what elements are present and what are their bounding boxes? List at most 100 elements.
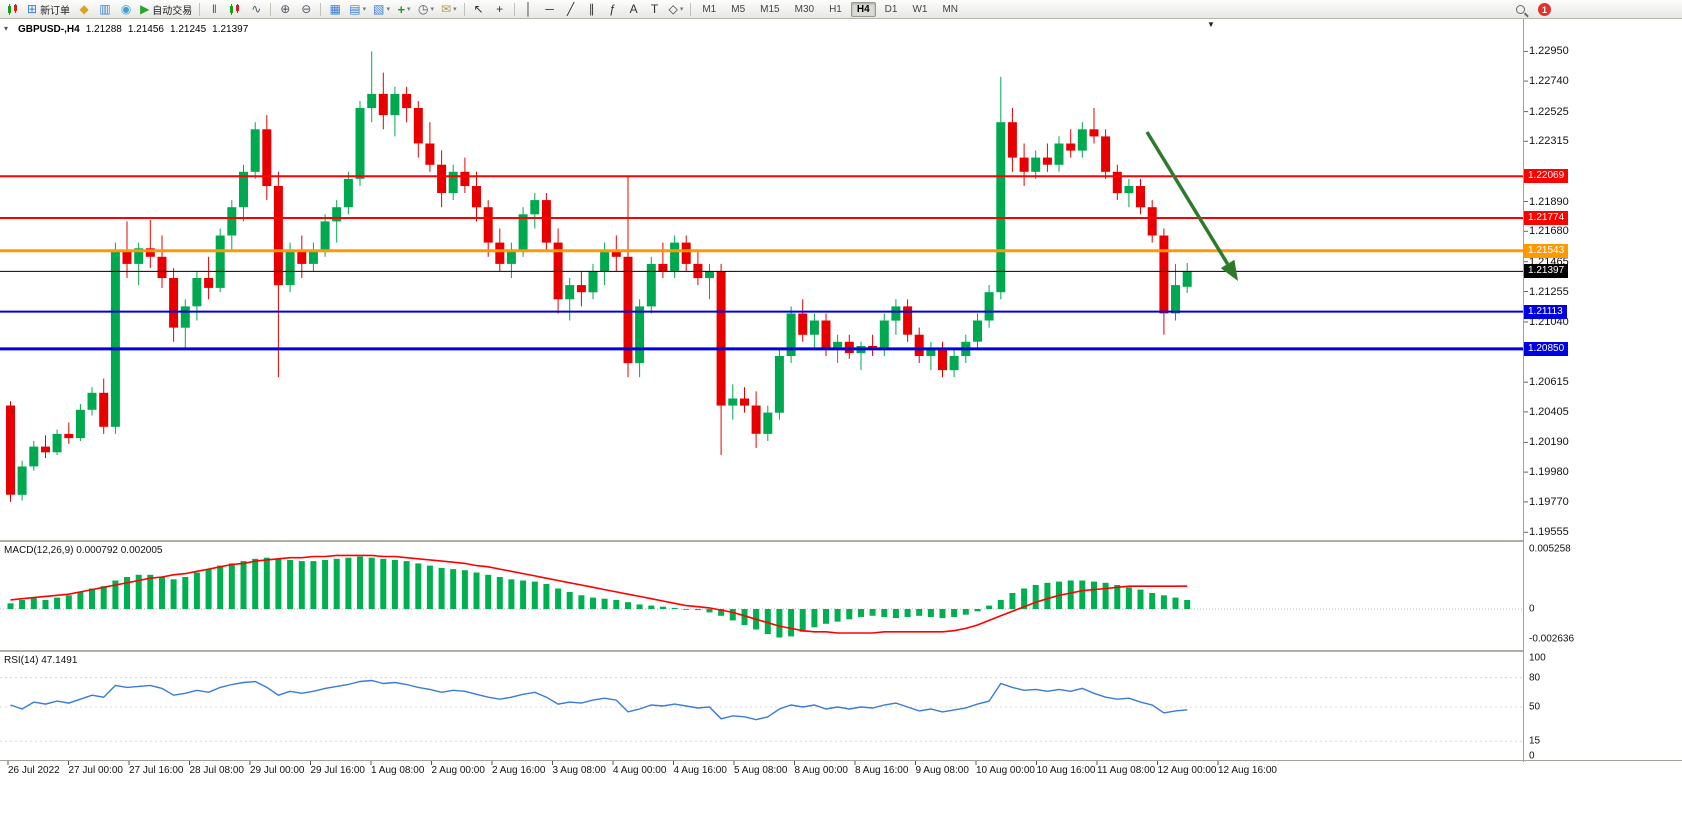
fibonacci-icon[interactable]: ƒ [603,1,623,18]
macd-bar [1137,589,1144,609]
panel-divider-rsi[interactable] [0,650,1523,652]
tile-windows-icon-glyph: ▦ [329,2,341,16]
timeframe-m15[interactable]: M15 [760,3,780,15]
candle-body [52,433,62,453]
shapes-icon[interactable]: ◇ ▾ [666,1,687,18]
line-chart-icon[interactable]: ∿ [246,1,266,18]
macd-panel[interactable] [0,542,1523,650]
toolbar: ⊞ 新订单 ◆ ▥ ◉ ▶ 自动交易 ‖ ∿ ⊕ ⊖ ▦ ▤ ▾ ▧ ▾ + ▾ ◷ ▾ ✉ ▾ ↖ + │ ─ ╱ ∥ ƒ A T ◇ ▾ M1… [0,0,1682,19]
price-scale[interactable] [1523,19,1682,762]
tile-windows-icon[interactable]: ▦ [325,1,345,18]
candle-body [17,466,27,495]
market-watch-icon[interactable]: ▥ [95,1,115,18]
candle-body [541,200,551,243]
cascade-windows-icon[interactable]: ▤ ▾ [346,1,369,18]
candle-body [460,171,470,186]
candle-body [6,405,15,495]
macd-bar [625,602,631,609]
macd-bar [159,577,165,609]
macd-bar [834,609,841,622]
candle-body [250,129,260,172]
candle-body [145,248,155,257]
candle-body [658,263,668,271]
timeframe-mn[interactable]: MN [942,3,959,15]
candle-body [402,93,412,109]
candle-body [1112,171,1122,194]
templates-icon-caret: ▾ [453,6,457,13]
candle-body [110,249,120,427]
macd-bar [333,558,340,609]
candle-body [635,306,645,364]
indicators-icon-caret: ▾ [407,6,411,13]
time-scale[interactable] [0,760,1682,784]
candle-body [681,242,691,264]
timeframe-h4[interactable]: H4 [850,1,876,17]
macd-bar [671,607,678,609]
macd-bar [718,609,725,616]
zoom-in-icon[interactable]: ⊕ [275,1,295,18]
macd-bar [54,597,61,609]
channel-icon[interactable]: ∥ [582,1,602,18]
macd-bar [741,609,748,625]
new-chart-icon[interactable] [3,1,23,18]
horizontal-line-icon[interactable]: ─ [540,1,560,18]
zoom-out-icon[interactable]: ⊖ [296,1,316,18]
panel-divider-macd[interactable] [0,540,1523,542]
timeframe-m30[interactable]: M30 [794,3,815,15]
toolbar-separator [513,2,515,16]
autotrading-button[interactable]: ▶ 自动交易 [137,1,195,18]
macd-bar [217,565,224,609]
templates-icon[interactable]: ✉ ▾ [438,1,460,18]
profiles-icon[interactable]: ▧ ▾ [370,1,393,18]
macd-bar [228,563,235,609]
candle-body [623,256,633,364]
periods-icon[interactable]: ◷ ▾ [415,1,437,18]
timeframe-h1[interactable]: H1 [829,3,842,15]
candle-body [1159,235,1169,314]
macd-bar [776,609,783,638]
cursor-icon[interactable]: ↖ [469,1,489,18]
timeframe-m1[interactable]: M1 [702,3,717,15]
indicators-icon-glyph: + [397,1,406,17]
bar-chart-icon[interactable]: ‖ [204,1,224,18]
macd-bar [357,556,363,609]
macd-bar [30,597,37,609]
macd-bar [252,558,259,609]
macd-bar [89,588,95,609]
macd-bar [322,559,329,609]
trendline-icon[interactable]: ╱ [561,1,581,18]
candle-body [215,235,225,288]
timeframe-m5[interactable]: M5 [731,3,746,15]
macd-bar [368,557,375,609]
timeframe-d1[interactable]: D1 [884,3,898,15]
metaeditor-icon[interactable]: ◆ [74,1,94,18]
notification-badge[interactable]: 1 [1538,3,1551,16]
market-watch-icon-glyph: ▥ [99,2,111,16]
macd-bar [613,599,620,609]
trend-arrow-head[interactable] [1220,259,1238,281]
label-icon[interactable]: T [645,1,665,18]
search-icon[interactable] [1510,1,1530,18]
trend-arrow-line[interactable] [1145,131,1230,265]
timeframe-w1[interactable]: W1 [912,3,928,15]
macd-bar [403,561,410,609]
macd-bar [1032,585,1039,609]
text-icon[interactable]: A [624,1,644,18]
candlestick-chart-icon[interactable] [225,1,245,18]
macd-bar [683,609,690,610]
macd-bar [345,557,352,609]
macd-bar [799,609,806,632]
community-icon[interactable]: ◉ [116,1,136,18]
chart-plot-area[interactable] [0,19,1523,540]
crosshair-icon[interactable]: + [490,1,510,18]
new-order-button[interactable]: ⊞ 新订单 [24,1,73,18]
community-icon-glyph: ◉ [120,2,132,16]
vertical-line-icon[interactable]: │ [519,1,539,18]
candle-body [774,356,784,413]
indicators-icon[interactable]: + ▾ [394,1,414,18]
rsi-panel[interactable] [0,652,1523,760]
candle-body [262,129,272,186]
candle-body [670,242,680,271]
crosshair-icon-glyph: + [496,2,504,16]
macd-bar [205,569,212,609]
